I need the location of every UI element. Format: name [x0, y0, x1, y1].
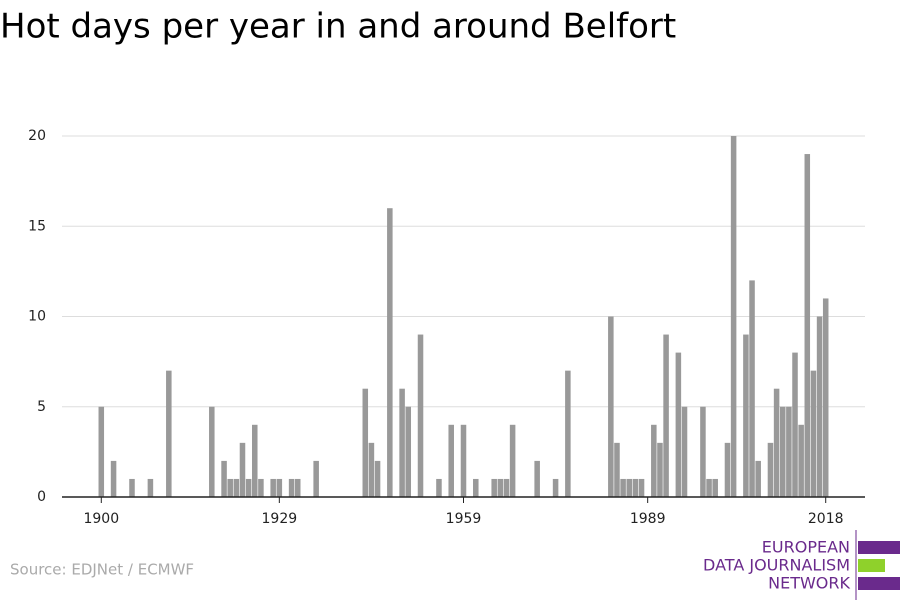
bar: [706, 478, 712, 497]
bar: [288, 478, 295, 497]
bar: [239, 442, 246, 497]
bar: [233, 478, 240, 497]
logo-text: DATA JOURNALISM: [703, 556, 850, 575]
logo-text: NETWORK: [768, 574, 850, 593]
bar: [773, 388, 780, 497]
x-tick-label: 1989: [630, 511, 666, 527]
logo-bar: [858, 541, 900, 554]
bar: [252, 424, 258, 497]
x-tick-label: 1959: [446, 511, 482, 527]
bar: [417, 334, 424, 497]
x-tick-label: 1900: [83, 511, 119, 527]
bar: [460, 424, 467, 497]
bar: [98, 406, 105, 497]
x-tick-label: 1929: [262, 511, 298, 527]
bar: [632, 478, 639, 497]
bar: [448, 424, 454, 497]
logo-text: EUROPEAN: [762, 538, 850, 557]
bar: [614, 442, 620, 497]
bar: [473, 478, 479, 497]
bar: [626, 478, 633, 497]
bar: [405, 406, 412, 497]
bar: [792, 352, 798, 497]
logo-bar: [858, 559, 885, 572]
bar: [166, 370, 172, 497]
bar: [368, 442, 375, 497]
bar: [608, 316, 614, 497]
bar: [227, 478, 233, 497]
logo-bar: [858, 577, 900, 590]
chart-title: Hot days per year in and around Belfort: [0, 7, 676, 47]
bar: [362, 388, 369, 497]
logo: EUROPEAN DATA JOURNALISM NETWORK: [703, 530, 900, 600]
bar: [786, 406, 792, 497]
bar: [804, 154, 811, 498]
bar: [534, 460, 540, 497]
bar: [663, 334, 669, 497]
bar: [399, 388, 405, 497]
bar: [147, 478, 154, 497]
bar: [681, 406, 688, 497]
bar: [491, 478, 497, 497]
bar: [497, 478, 504, 497]
bar: [552, 478, 559, 497]
bar: [374, 460, 381, 497]
bar: [245, 478, 252, 497]
bar: [209, 406, 215, 497]
bar: [294, 478, 301, 497]
bar: [798, 424, 804, 497]
bar: [313, 460, 319, 497]
y-tick-label: 5: [37, 399, 46, 415]
bar: [565, 370, 571, 497]
bar: [810, 370, 817, 497]
y-tick-label: 20: [28, 128, 46, 144]
bar: [755, 460, 761, 497]
bar: [712, 478, 718, 497]
bar: [651, 424, 657, 497]
bar: [749, 280, 755, 497]
bar: [724, 442, 731, 497]
bar: [638, 478, 645, 497]
bar: [767, 442, 774, 497]
bar: [276, 478, 283, 497]
x-tick-label: 2018: [808, 511, 844, 527]
y-tick-label: 10: [28, 309, 46, 325]
source: Source: EDJNet / ECMWF: [10, 561, 194, 579]
bar: [503, 478, 510, 497]
bar: [822, 298, 829, 497]
bar: [221, 460, 227, 497]
y-tick-label: 15: [28, 218, 46, 234]
bar: [436, 478, 442, 497]
bar: [700, 406, 706, 497]
bar: [657, 442, 663, 497]
bar: [743, 334, 749, 497]
bar: [129, 478, 135, 497]
bar: [110, 460, 117, 497]
bar: [387, 208, 393, 497]
bar: [779, 406, 786, 497]
bar: [509, 424, 516, 497]
bar: [620, 478, 626, 497]
bar: [730, 136, 737, 497]
bar: [270, 478, 276, 497]
bar: [816, 316, 823, 497]
bar: [675, 352, 682, 497]
bar: [258, 478, 264, 497]
y-tick-label: 0: [37, 489, 46, 505]
